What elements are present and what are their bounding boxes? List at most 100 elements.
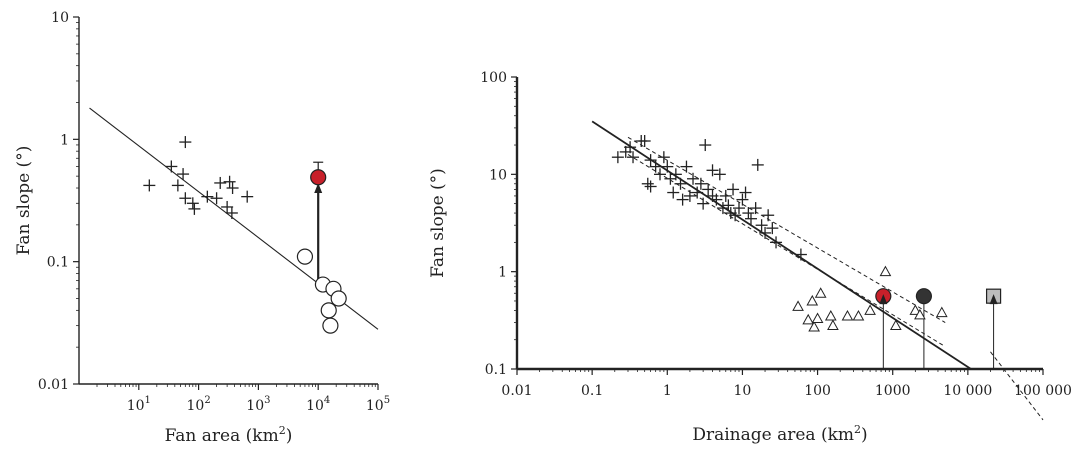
x-tick-label: 10 [734, 383, 752, 399]
plus-marker [691, 186, 704, 199]
plus-marker [794, 248, 807, 261]
y-axis-title: Fan slope (°) [14, 146, 34, 256]
x-tick-label: 105 [366, 395, 390, 414]
left-chart-fan-area: 0.01 0.1 1 10 101 102 103 104 105 Fan area (km2) F… [14, 10, 390, 446]
filled-circle-marker [310, 169, 327, 186]
x-tick-exponent: 1 [145, 395, 151, 406]
x-tick-label: 102 [186, 395, 210, 414]
open-triangle-marker [811, 312, 824, 324]
plus-marker [766, 222, 779, 235]
plus-marker [624, 141, 637, 154]
x-tick-label: 101 [127, 395, 151, 414]
x-tick-exponent: 3 [264, 395, 270, 406]
plus-marker [669, 168, 682, 181]
plus-marker [654, 168, 667, 181]
shift-arrow-head [314, 182, 323, 193]
filled-circle-marker [915, 288, 932, 305]
plus-marker [188, 202, 201, 215]
plus-marker [210, 192, 223, 205]
plus-marker [214, 176, 227, 189]
plus-marker [165, 160, 178, 173]
y-tick-label: 10 [51, 10, 69, 26]
plus-marker [736, 193, 749, 206]
open-triangle-marker [827, 319, 839, 330]
plus-marker [751, 158, 764, 171]
plus-marker [627, 151, 640, 164]
x-tick-label: 104 [306, 395, 330, 414]
plus-marker [755, 219, 768, 232]
plus-marker [179, 136, 192, 149]
plus-marker [186, 197, 199, 210]
plus-marker [729, 209, 742, 222]
open-triangle-marker [864, 304, 876, 315]
plus-marker [722, 199, 735, 212]
plus-marker [699, 139, 712, 152]
plus-marker [223, 175, 236, 188]
y-tick-label: 10 [489, 167, 507, 183]
plus-marker [179, 192, 192, 205]
plus-marker [759, 226, 772, 239]
plus-marker [674, 177, 687, 190]
plus-marker [770, 236, 783, 249]
open-triangle-marker [808, 320, 820, 332]
plus-marker [611, 151, 624, 164]
y-tick-label: 1 [498, 265, 507, 281]
y-tick-label: 0.01 [38, 377, 69, 393]
plus-marker [694, 177, 707, 190]
plus-marker [713, 168, 726, 181]
x-tick-exponent: 2 [204, 395, 210, 406]
y-axis-title: Fan slope (°) [428, 168, 448, 278]
plus-marker [226, 182, 239, 195]
open-circle-marker [330, 290, 347, 307]
right-chart-drainage-area: 0.1 1 10 100 0.01 0.1 1 10 100 1000 10 000 100 000 D… [428, 70, 1072, 445]
plus-marker [171, 179, 184, 192]
y-tick-label: 0.1 [47, 255, 69, 271]
plus-marker [744, 212, 757, 225]
plus-marker [241, 190, 254, 203]
y-tick-label: 1 [60, 132, 69, 148]
open-triangle-marker [909, 304, 922, 315]
open-triangle-marker [841, 310, 854, 321]
open-triangle-marker [802, 313, 815, 325]
open-triangle-marker [814, 287, 827, 298]
plus-marker [221, 200, 234, 213]
x-axis-title: Fan area (km2) [165, 424, 293, 446]
x-axis-title-sup: 2 [854, 423, 861, 436]
confidence-band-line [627, 154, 946, 347]
regression-line [591, 120, 972, 370]
plus-marker [680, 160, 693, 173]
plus-marker [641, 177, 654, 190]
x-tick-label: 1 [663, 383, 672, 399]
dropline-arrow-head [879, 294, 888, 305]
plus-marker [667, 186, 680, 199]
x-tick-label: 100 [804, 383, 831, 399]
plus-marker [727, 183, 740, 196]
plus-marker [719, 189, 732, 202]
plus-marker [649, 160, 662, 173]
plus-marker [742, 207, 755, 220]
plus-marker [749, 202, 762, 215]
open-circle-marker [322, 317, 339, 334]
open-circle-marker [320, 302, 337, 319]
x-tick-label: 0.01 [501, 383, 532, 399]
plus-marker [644, 154, 657, 167]
x-tick-label: 103 [246, 395, 270, 414]
open-triangle-marker [889, 319, 902, 330]
open-triangle-marker [935, 306, 948, 318]
x-axis-title-rest: ) [861, 425, 868, 445]
plus-marker [706, 164, 719, 177]
plus-marker [687, 172, 700, 185]
plus-marker [702, 183, 715, 196]
plus-marker [683, 189, 696, 202]
plus-marker [697, 197, 710, 210]
plus-marker [716, 202, 729, 215]
y-tick-label: 100 [480, 70, 507, 86]
open-triangle-marker [879, 265, 892, 277]
open-triangle-marker [806, 294, 819, 306]
x-tick-exponent: 5 [384, 395, 390, 406]
open-triangle-marker [824, 310, 837, 321]
plus-marker [710, 193, 723, 206]
open-triangle-marker [914, 308, 926, 320]
plus-marker [143, 179, 156, 192]
x-tick-exponent: 4 [324, 395, 330, 406]
